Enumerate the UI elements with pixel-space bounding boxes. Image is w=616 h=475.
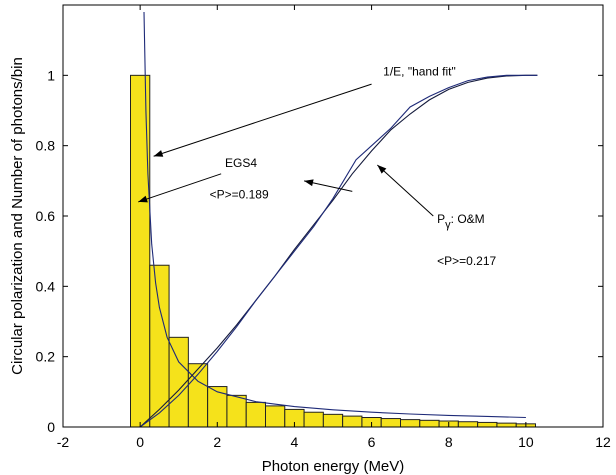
histogram-bar [322, 413, 344, 427]
histogram-bar [400, 419, 421, 427]
y-axis-title: Circular polarization and Number of phot… [9, 57, 26, 375]
curves [139, 11, 538, 427]
x-tick-label: 12 [595, 434, 611, 450]
x-tick-label: 0 [136, 434, 144, 450]
histogram-bar [419, 419, 440, 427]
annotation-label: EGS4 [225, 156, 257, 170]
histogram-bar [265, 405, 286, 427]
x-axis-title: Photon energy (MeV) [262, 458, 405, 475]
histogram-bar [380, 418, 402, 427]
histogram-bars [130, 74, 537, 427]
y-axis-ticks: 0 0.2 0.4 0.6 0.8 1 [36, 67, 603, 435]
annotation-arrow-head [153, 150, 164, 157]
inverse-energy-curve [143, 11, 526, 419]
histogram-bar [207, 386, 228, 427]
x-tick-label: 4 [291, 434, 299, 450]
annotation-label: <P>=0.217 [437, 254, 496, 268]
annotation-arrow-head [304, 179, 314, 187]
y-tick-label: 0.6 [36, 208, 56, 224]
egs4-polarization-curve [139, 74, 538, 427]
y-tick-label: 0.4 [36, 278, 56, 294]
histogram-bar [226, 394, 247, 427]
x-tick-label: 10 [518, 434, 534, 450]
y-tick-label: 0.2 [36, 349, 56, 365]
x-tick-label: 6 [368, 434, 376, 450]
x-axis-ticks: -2 0 2 4 6 8 10 12 [57, 5, 611, 450]
x-tick-label: 8 [445, 434, 453, 450]
annotation-arrow-head [377, 165, 387, 174]
x-tick-label: 2 [213, 434, 221, 450]
annotation-label: <P>=0.189 [210, 187, 269, 201]
histogram-bar [457, 421, 479, 427]
om-polarization-curve [139, 74, 538, 427]
y-tick-label: 0.8 [36, 138, 56, 154]
y-tick-label: 0 [47, 419, 55, 435]
annotation-arrow-line [153, 83, 372, 157]
x-tick-label: -2 [57, 434, 70, 450]
histogram-bar [187, 363, 209, 427]
annotation-arrow-line [138, 173, 222, 203]
histogram-bar [477, 421, 498, 427]
y-tick-label: 1 [47, 67, 55, 83]
annotation-arrow-head [138, 195, 148, 203]
histogram-bar [496, 422, 517, 427]
annotation-arrow-line [377, 164, 434, 217]
histogram-bar [303, 411, 324, 427]
annotation-label: 1/E, "hand fit" [383, 64, 456, 78]
histogram-bar [245, 401, 266, 427]
histogram-bar [342, 415, 363, 427]
